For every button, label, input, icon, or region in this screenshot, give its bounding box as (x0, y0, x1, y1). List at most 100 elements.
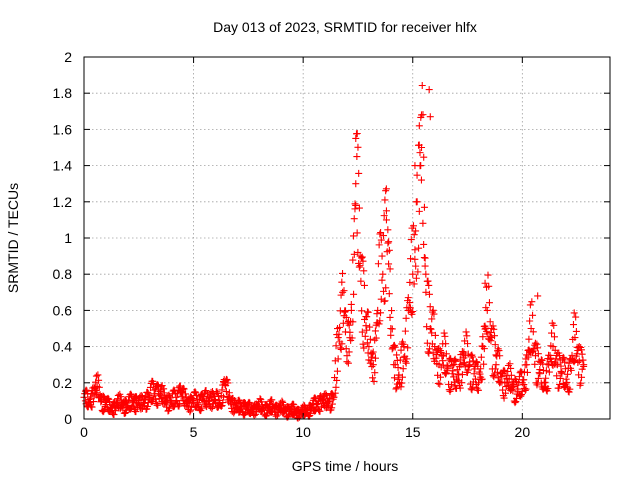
data-point (492, 351, 500, 359)
data-point (439, 357, 447, 365)
data-point (464, 366, 472, 374)
data-point (481, 279, 489, 287)
data-point (339, 288, 347, 296)
data-point (545, 368, 553, 376)
data-point (350, 232, 358, 240)
data-point (577, 379, 585, 387)
data-point (364, 308, 372, 316)
data-point (530, 345, 538, 353)
data-point (187, 406, 195, 414)
data-point (175, 384, 183, 392)
data-point (385, 246, 393, 254)
data-point (222, 388, 230, 396)
data-point (495, 347, 503, 355)
data-point (334, 334, 342, 342)
data-point (427, 325, 435, 333)
data-point (420, 153, 428, 161)
data-point (258, 398, 266, 406)
data-point (421, 254, 429, 262)
data-point (474, 386, 482, 394)
data-point (407, 236, 415, 244)
data-point (544, 384, 552, 392)
data-point (429, 306, 437, 314)
data-point (206, 394, 214, 402)
data-point (442, 370, 450, 378)
data-point (386, 313, 394, 321)
data-point (419, 219, 427, 227)
data-point (342, 313, 350, 321)
data-point (534, 374, 542, 382)
data-point (520, 381, 528, 389)
data-point (336, 323, 344, 331)
data-point (255, 402, 263, 410)
data-point (378, 252, 386, 260)
data-point (312, 406, 320, 414)
data-point (404, 294, 412, 302)
data-point (458, 371, 466, 379)
data-point (218, 402, 226, 410)
data-point (550, 321, 558, 329)
data-point (563, 378, 571, 386)
data-point (422, 270, 430, 278)
data-point (95, 383, 103, 391)
data-point (223, 376, 231, 384)
data-point (542, 386, 550, 394)
data-point (335, 330, 343, 338)
data-point (245, 398, 253, 406)
data-point (398, 379, 406, 387)
data-point (398, 373, 406, 381)
data-point (564, 370, 572, 378)
data-point (549, 343, 557, 351)
data-point (569, 321, 577, 329)
data-point (268, 396, 276, 404)
data-point (529, 328, 537, 336)
data-point (330, 393, 338, 401)
data-point (328, 404, 336, 412)
data-point (407, 255, 415, 263)
data-point (480, 345, 488, 353)
data-point (479, 333, 487, 341)
data-point (102, 401, 110, 409)
data-point (413, 198, 421, 206)
data-point (392, 385, 400, 393)
y-tick-label: 1.6 (53, 121, 73, 137)
data-point (230, 409, 238, 417)
data-point (507, 371, 515, 379)
data-point (394, 375, 402, 383)
data-point (337, 345, 345, 353)
data-point (343, 358, 351, 366)
data-point (464, 340, 472, 348)
data-point (542, 367, 550, 375)
data-point (376, 317, 384, 325)
grid-layer (84, 57, 610, 419)
data-point (353, 229, 361, 237)
data-point (358, 307, 366, 315)
data-point (558, 370, 566, 378)
data-point (375, 241, 383, 249)
data-point (426, 303, 434, 311)
data-point (382, 187, 390, 195)
data-point (334, 355, 342, 363)
data-point (424, 348, 432, 356)
y-tick-label: 1.4 (53, 158, 73, 174)
data-point (359, 340, 367, 348)
data-point (333, 367, 341, 375)
data-point (360, 344, 368, 352)
data-point (449, 367, 457, 375)
data-point (541, 378, 549, 386)
data-point (409, 270, 417, 278)
data-point (417, 176, 425, 184)
data-point (348, 334, 356, 342)
data-point (410, 280, 418, 288)
data-point (477, 353, 485, 361)
data-point (351, 200, 359, 208)
data-point (278, 397, 286, 405)
data-point (504, 378, 512, 386)
data-point (353, 129, 361, 137)
data-point (83, 402, 91, 410)
data-point (382, 216, 390, 224)
data-point (363, 313, 371, 321)
data-point (529, 311, 537, 319)
data-point (415, 122, 423, 130)
